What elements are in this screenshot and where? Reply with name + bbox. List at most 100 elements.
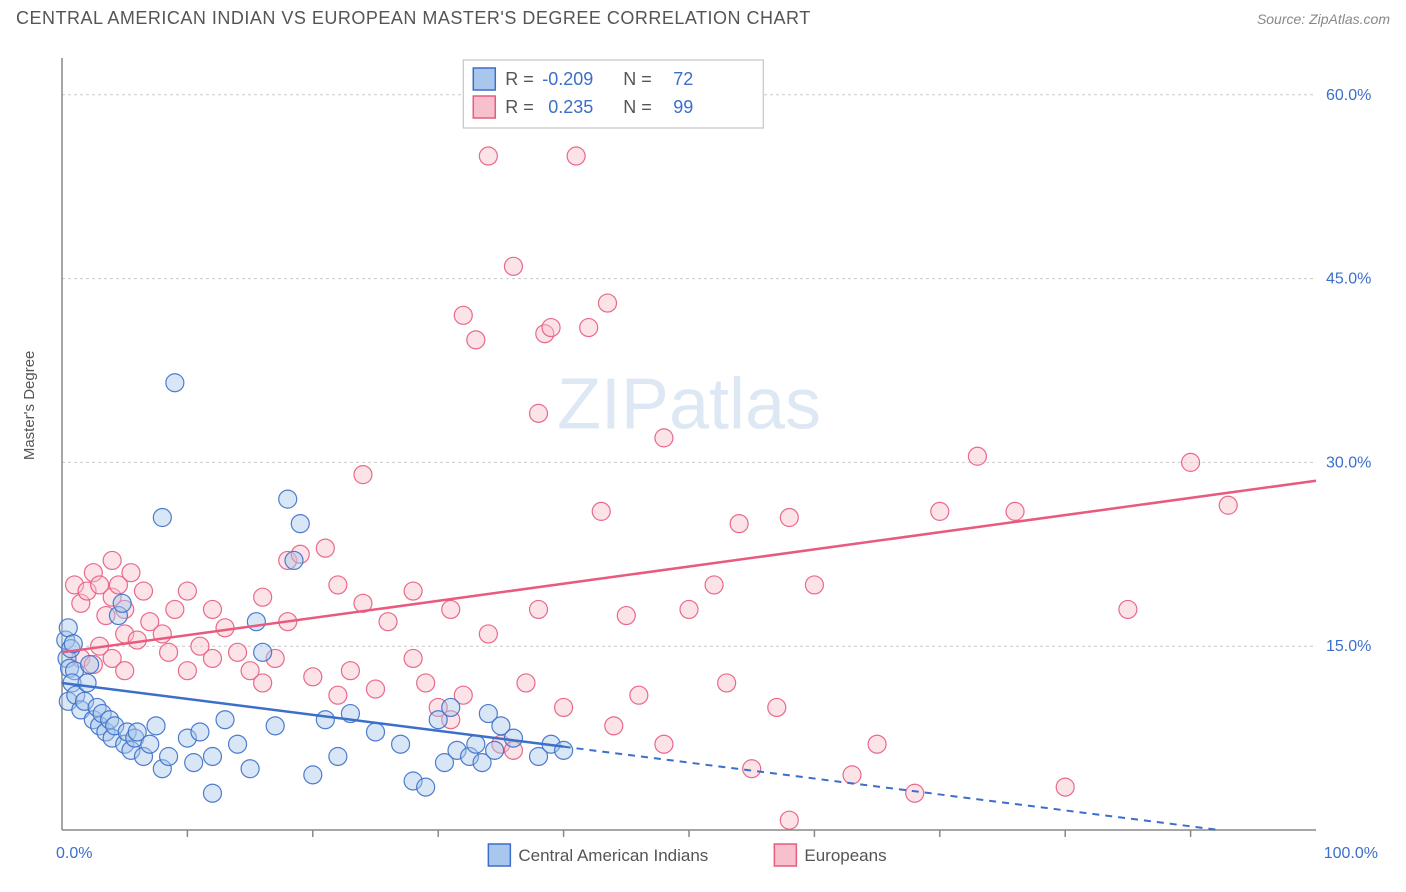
data-point xyxy=(968,447,986,465)
y-tick-label: 60.0% xyxy=(1326,87,1371,104)
legend-swatch xyxy=(774,844,796,866)
data-point xyxy=(392,735,410,753)
data-point xyxy=(229,735,247,753)
data-point xyxy=(1219,496,1237,514)
data-point xyxy=(542,319,560,337)
legend-n-value: 99 xyxy=(673,97,693,117)
legend-n-label: N = xyxy=(623,69,652,89)
source-name: ZipAtlas.com xyxy=(1309,11,1390,27)
data-point xyxy=(1006,502,1024,520)
legend-n-value: 72 xyxy=(673,69,693,89)
data-point xyxy=(291,515,309,533)
data-point xyxy=(185,754,203,772)
data-point xyxy=(442,698,460,716)
data-point xyxy=(780,811,798,829)
data-point xyxy=(467,735,485,753)
data-point xyxy=(266,717,284,735)
data-point xyxy=(316,539,334,557)
data-point xyxy=(1056,778,1074,796)
data-point xyxy=(216,711,234,729)
data-point xyxy=(160,643,178,661)
data-point xyxy=(78,674,96,692)
data-point xyxy=(329,747,347,765)
data-point xyxy=(605,717,623,735)
legend-n-label: N = xyxy=(623,97,652,117)
data-point xyxy=(843,766,861,784)
chart-title: CENTRAL AMERICAN INDIAN VS EUROPEAN MAST… xyxy=(16,8,811,29)
data-point xyxy=(768,698,786,716)
data-point xyxy=(404,582,422,600)
legend-label: Central American Indians xyxy=(518,846,708,865)
data-point xyxy=(329,576,347,594)
data-point xyxy=(504,729,522,747)
data-point xyxy=(141,735,159,753)
data-point xyxy=(592,502,610,520)
data-point xyxy=(454,306,472,324)
legend-r-label: R = xyxy=(505,69,534,89)
data-point xyxy=(59,619,77,637)
data-point xyxy=(630,686,648,704)
source-prefix: Source: xyxy=(1257,11,1309,27)
data-point xyxy=(178,582,196,600)
data-point xyxy=(81,656,99,674)
trend-line xyxy=(62,481,1316,653)
data-point xyxy=(486,741,504,759)
data-point xyxy=(367,680,385,698)
data-point xyxy=(153,509,171,527)
data-point xyxy=(705,576,723,594)
data-point xyxy=(241,760,259,778)
data-point xyxy=(404,649,422,667)
data-point xyxy=(479,625,497,643)
data-point xyxy=(805,576,823,594)
data-point xyxy=(617,607,635,625)
legend-r-value: -0.209 xyxy=(542,69,593,89)
y-axis-label: Master's Degree xyxy=(21,351,38,461)
data-point xyxy=(868,735,886,753)
data-point xyxy=(135,582,153,600)
source-attribution: Source: ZipAtlas.com xyxy=(1257,11,1390,27)
data-point xyxy=(203,600,221,618)
legend-swatch xyxy=(488,844,510,866)
data-point xyxy=(479,147,497,165)
chart-container: 15.0%30.0%45.0%60.0%0.0%100.0%Master's D… xyxy=(16,40,1390,876)
data-point xyxy=(417,778,435,796)
data-point xyxy=(229,643,247,661)
data-point xyxy=(203,747,221,765)
trend-line-dashed xyxy=(564,747,1220,830)
data-point xyxy=(254,643,272,661)
data-point xyxy=(247,613,265,631)
data-point xyxy=(1119,600,1137,618)
data-point xyxy=(517,674,535,692)
data-point xyxy=(166,374,184,392)
data-point xyxy=(279,490,297,508)
data-point xyxy=(417,674,435,692)
data-point xyxy=(304,668,322,686)
data-point xyxy=(467,331,485,349)
data-point xyxy=(379,613,397,631)
data-point xyxy=(147,717,165,735)
data-point xyxy=(655,429,673,447)
data-point xyxy=(780,509,798,527)
data-point xyxy=(567,147,585,165)
data-point xyxy=(103,551,121,569)
data-point xyxy=(160,747,178,765)
data-point xyxy=(203,649,221,667)
data-point xyxy=(216,619,234,637)
data-point xyxy=(354,466,372,484)
y-tick-label: 45.0% xyxy=(1326,271,1371,288)
data-point xyxy=(680,600,698,618)
data-point xyxy=(122,564,140,582)
data-point xyxy=(580,319,598,337)
data-point xyxy=(254,674,272,692)
legend-swatch xyxy=(473,96,495,118)
data-point xyxy=(655,735,673,753)
data-point xyxy=(191,723,209,741)
data-point xyxy=(730,515,748,533)
y-tick-label: 30.0% xyxy=(1326,454,1371,471)
data-point xyxy=(285,551,303,569)
data-point xyxy=(718,674,736,692)
data-point xyxy=(555,698,573,716)
data-point xyxy=(530,600,548,618)
x-tick-label: 0.0% xyxy=(56,845,92,862)
data-point xyxy=(113,594,131,612)
